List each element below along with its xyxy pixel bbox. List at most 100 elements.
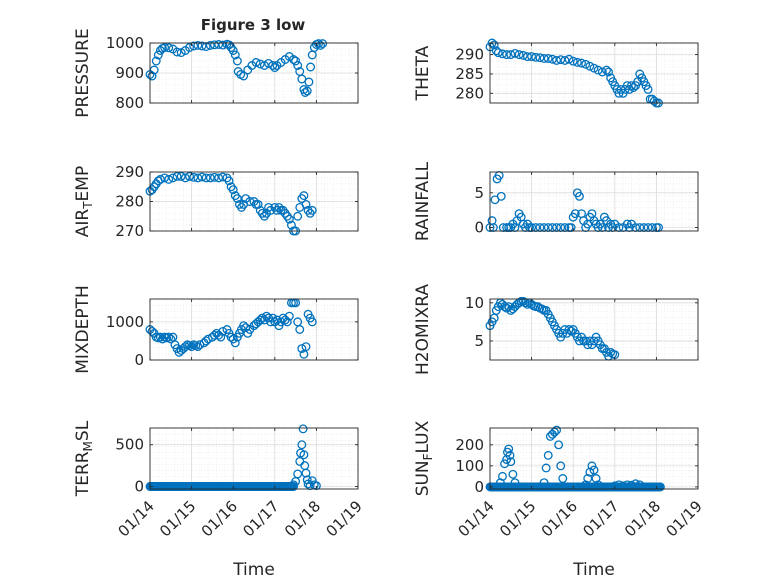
subplot-mixdepth: 0 1000 MIXDEPTH: [73, 285, 359, 374]
data-point: [293, 211, 303, 221]
y-tick-label: 270: [115, 222, 144, 240]
data-point: [270, 63, 280, 73]
y-axis-label: AIRTEMP: [73, 166, 95, 237]
data-points: [485, 38, 663, 108]
data-point: [305, 481, 315, 491]
y-axis-label: MIXDEPTH: [73, 285, 93, 374]
data-point: [201, 336, 211, 346]
data-point: [193, 342, 203, 352]
data-point: [172, 47, 182, 57]
data-point: [230, 338, 240, 348]
data-point: [298, 424, 308, 434]
data-point: [201, 173, 211, 183]
data-point: [180, 342, 190, 352]
data-point: [224, 176, 234, 186]
data-point: [522, 52, 532, 61]
data-point: [210, 330, 219, 340]
y-axis-label: RAINFALL: [413, 161, 433, 241]
data-point: [626, 81, 636, 91]
y-axis-label: SUNFLUX: [413, 420, 435, 496]
data-point: [543, 54, 553, 63]
data-point: [539, 54, 549, 63]
data-point: [172, 171, 182, 181]
y-tick-label: 0: [134, 477, 144, 495]
data-point: [539, 478, 549, 488]
data-point: [602, 65, 611, 75]
y-tick-label: 0: [474, 478, 484, 496]
y-tick-label: 280: [455, 84, 484, 102]
data-point: [500, 459, 510, 469]
data-point: [505, 450, 515, 460]
data-point: [500, 302, 510, 312]
y-tick-label: 900: [115, 64, 144, 82]
data-point: [564, 325, 574, 334]
data-points: [145, 39, 328, 97]
data-point: [631, 479, 641, 489]
data-point: [155, 174, 165, 184]
chart-title: Figure 3 low: [201, 16, 306, 34]
data-point: [643, 85, 653, 94]
data-points: [485, 171, 663, 232]
data-point: [585, 467, 595, 477]
data-point: [284, 311, 294, 321]
data-point: [535, 53, 545, 63]
data-point: [506, 457, 516, 467]
data-point: [286, 220, 296, 230]
y-tick-label: 0: [134, 351, 144, 369]
data-point: [302, 86, 312, 96]
data-point: [197, 172, 207, 182]
data-point: [610, 481, 620, 491]
data-point: [543, 450, 553, 460]
subplot-air_temp: 270 280 290 AIRTEMP: [73, 163, 359, 240]
data-point: [570, 209, 580, 219]
data-point: [556, 461, 566, 471]
y-tick-label: 800: [115, 94, 144, 112]
data-point: [299, 450, 309, 460]
data-point: [572, 57, 582, 67]
y-axis-label: H2OMIXRA: [413, 284, 433, 375]
data-point: [297, 440, 307, 450]
data-point: [228, 46, 238, 55]
data-point: [510, 478, 520, 488]
data-point: [158, 334, 167, 344]
data-point: [214, 173, 224, 183]
data-point: [527, 52, 537, 61]
y-tick-label: 290: [455, 46, 484, 64]
subplot-pressure: 800 900 1000 PRESSURE: [73, 28, 359, 118]
subplot-rainfall: 0 5 RAINFALL: [413, 161, 699, 241]
data-point: [307, 205, 317, 215]
data-point: [176, 48, 186, 58]
data-point: [554, 440, 564, 450]
data-point: [574, 191, 584, 201]
data-point: [318, 39, 328, 49]
data-point: [552, 425, 562, 435]
data-point: [147, 71, 157, 81]
y-tick-label: 290: [115, 163, 144, 181]
y-tick-label: 200: [455, 436, 484, 454]
y-tick-label: 100: [455, 457, 484, 475]
data-points: [145, 298, 317, 359]
data-point: [272, 315, 282, 325]
data-point: [552, 55, 562, 65]
data-point: [216, 332, 226, 342]
data-point: [205, 40, 215, 50]
data-point: [264, 58, 274, 68]
data-point: [587, 461, 597, 471]
axes-box: [489, 427, 699, 490]
data-point: [255, 315, 265, 325]
data-point: [210, 40, 219, 50]
data-points: [485, 425, 665, 492]
data-point: [168, 173, 178, 183]
data-point: [147, 326, 157, 336]
data-point: [585, 61, 595, 71]
data-points: [145, 171, 317, 236]
data-point: [164, 332, 174, 342]
axes-box: [149, 298, 359, 361]
data-point: [531, 52, 541, 62]
data-point: [284, 214, 294, 224]
data-point: [218, 326, 228, 336]
data-point: [239, 321, 249, 331]
y-tick-label: 500: [115, 436, 144, 454]
